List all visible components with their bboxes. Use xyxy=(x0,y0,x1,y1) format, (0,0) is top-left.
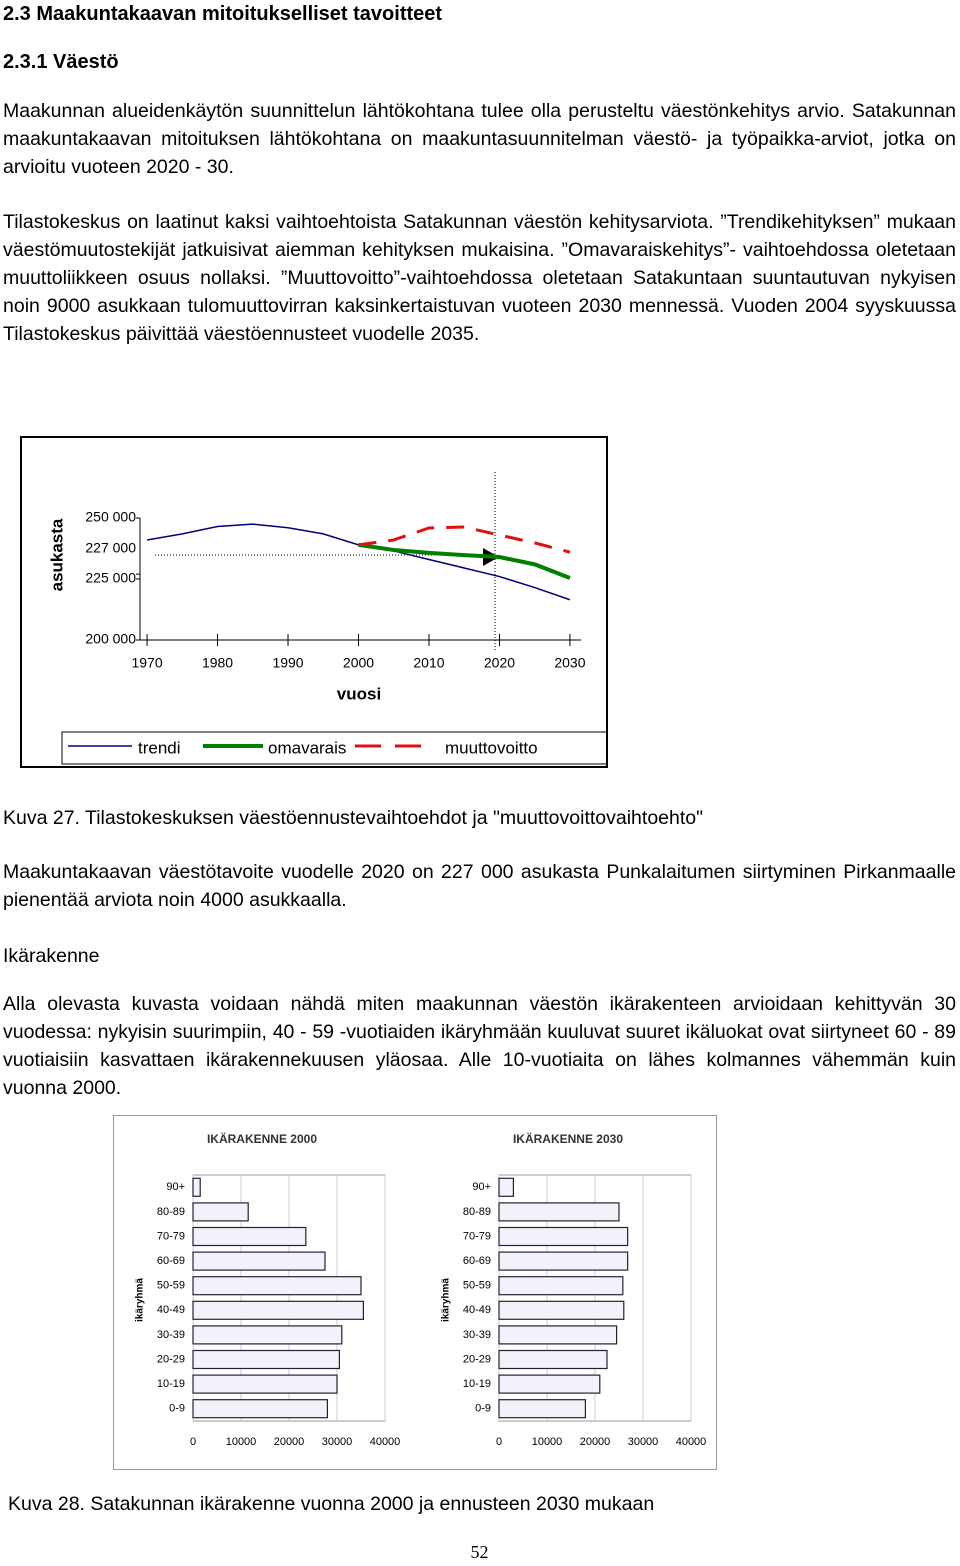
y-tick-label: 60-69 xyxy=(157,1255,185,1267)
x-tick-label: 0 xyxy=(496,1436,502,1448)
y-tick-label: 200 000 xyxy=(85,631,136,647)
x-tick-label: 30000 xyxy=(628,1436,659,1448)
paragraph: Tilastokeskus on laatinut kaksi vaihtoeh… xyxy=(3,211,956,345)
bar xyxy=(192,1226,307,1247)
chart-title: IKÄRAKENNE 2000 xyxy=(207,1131,317,1146)
y-tick-label: 80-89 xyxy=(157,1206,185,1218)
bar xyxy=(498,1276,624,1296)
page-number: 52 xyxy=(470,1542,489,1562)
x-tick-label: 1990 xyxy=(272,655,303,671)
y-tick-label: 225 000 xyxy=(85,570,136,586)
y-tick-label: 70-79 xyxy=(463,1230,491,1242)
bar xyxy=(192,1276,362,1296)
x-tick-label: 2030 xyxy=(554,655,585,671)
bar xyxy=(192,1202,249,1222)
series-line xyxy=(358,542,571,580)
y-axis-label: ikäryhmä xyxy=(135,1278,146,1322)
y-axis-label: ikäryhmä xyxy=(441,1278,452,1322)
y-tick-label: 10-19 xyxy=(463,1378,491,1390)
legend-label: trendi xyxy=(138,738,181,757)
y-tick-label: 20-29 xyxy=(157,1353,185,1365)
x-tick-label: 10000 xyxy=(226,1436,257,1448)
y-axis-label: asukasta xyxy=(47,518,66,591)
y-tick-label: 90+ xyxy=(472,1181,491,1193)
y-tick-label: 80-89 xyxy=(463,1206,491,1218)
bar xyxy=(498,1399,587,1419)
x-axis-label: vuosi xyxy=(337,684,381,703)
x-tick-label: 40000 xyxy=(370,1436,401,1448)
y-tick-label: 0-9 xyxy=(475,1403,491,1415)
y-tick-label: 0-9 xyxy=(169,1403,185,1415)
bar xyxy=(498,1300,625,1320)
bar xyxy=(192,1251,326,1271)
legend-frame xyxy=(61,731,608,765)
bar xyxy=(192,1399,328,1419)
y-tick-label: 227 000 xyxy=(85,540,136,556)
y-tick-label: 20-29 xyxy=(463,1353,491,1365)
caption: Kuva 28. Satakunnan ikärakenne vuonna 20… xyxy=(8,1493,655,1515)
y-tick-label: 70-79 xyxy=(157,1230,185,1242)
y-tick-label: 90+ xyxy=(166,1181,185,1193)
paragraph: Maakunnan alueidenkäytön suunnittelun lä… xyxy=(3,100,956,178)
bar xyxy=(192,1325,343,1345)
bar xyxy=(192,1300,364,1320)
x-tick-label: 2010 xyxy=(413,655,444,671)
subheading: Ikärakenne xyxy=(3,945,100,967)
y-tick-label: 250 000 xyxy=(85,509,136,525)
y-tick-label: 60-69 xyxy=(463,1255,491,1267)
x-tick-label: 20000 xyxy=(274,1436,305,1448)
x-tick-label: 40000 xyxy=(676,1436,707,1448)
bar xyxy=(498,1325,618,1345)
x-tick-label: 20000 xyxy=(580,1436,611,1448)
y-tick-label: 50-59 xyxy=(463,1280,491,1292)
bar xyxy=(192,1349,340,1370)
bar-chart: IKÄRAKENNE 2030 0 10000 20000 30000 40000 0-9 1… xyxy=(441,1131,707,1448)
bar xyxy=(498,1202,620,1222)
bar-chart: IKÄRAKENNE 2000 0 10000 20000 30000 40000 0-9 1… xyxy=(135,1131,401,1448)
bar xyxy=(498,1226,629,1247)
x-tick-label: 30000 xyxy=(322,1436,353,1448)
line-chart: 200 000 225 000 227 000 250 000 1970 1980 1990… xyxy=(20,436,608,768)
x-tick-label: 10000 xyxy=(532,1436,563,1448)
caption: Kuva 27. Tilastokeskuksen väestöennustev… xyxy=(3,807,704,829)
chart-title: IKÄRAKENNE 2030 xyxy=(513,1131,623,1146)
y-tick-label: 40-49 xyxy=(463,1304,491,1316)
bar xyxy=(498,1177,514,1197)
chart-frame xyxy=(20,436,608,768)
x-tick-label: 2020 xyxy=(484,655,515,671)
x-tick-label: 2000 xyxy=(343,655,374,671)
heading: 2.3 Maakuntakaavan mitoitukselliset tavo… xyxy=(3,3,443,25)
paragraph: Alla olevasta kuvasta voidaan nähdä mite… xyxy=(3,993,956,1099)
series-line xyxy=(358,525,571,554)
y-tick-label: 10-19 xyxy=(157,1378,185,1390)
x-tick-label: 1970 xyxy=(131,655,162,671)
bar xyxy=(498,1374,601,1394)
y-tick-label: 30-39 xyxy=(157,1329,185,1341)
y-tick-label: 40-49 xyxy=(157,1304,185,1316)
subheading: 2.3.1 Väestö xyxy=(3,51,119,73)
bar xyxy=(498,1251,629,1271)
figure-frame xyxy=(113,1115,717,1470)
x-tick-label: 1980 xyxy=(202,655,233,671)
legend-label: muuttovoitto xyxy=(445,738,538,757)
legend-label: omavarais xyxy=(268,738,346,757)
x-tick-label: 0 xyxy=(190,1436,196,1448)
bar xyxy=(192,1177,201,1197)
bar xyxy=(192,1374,338,1394)
y-tick-label: 50-59 xyxy=(157,1280,185,1292)
y-tick-label: 30-39 xyxy=(463,1329,491,1341)
bar xyxy=(498,1349,608,1370)
paragraph: Maakuntakaavan väestötavoite vuodelle 20… xyxy=(3,861,956,911)
